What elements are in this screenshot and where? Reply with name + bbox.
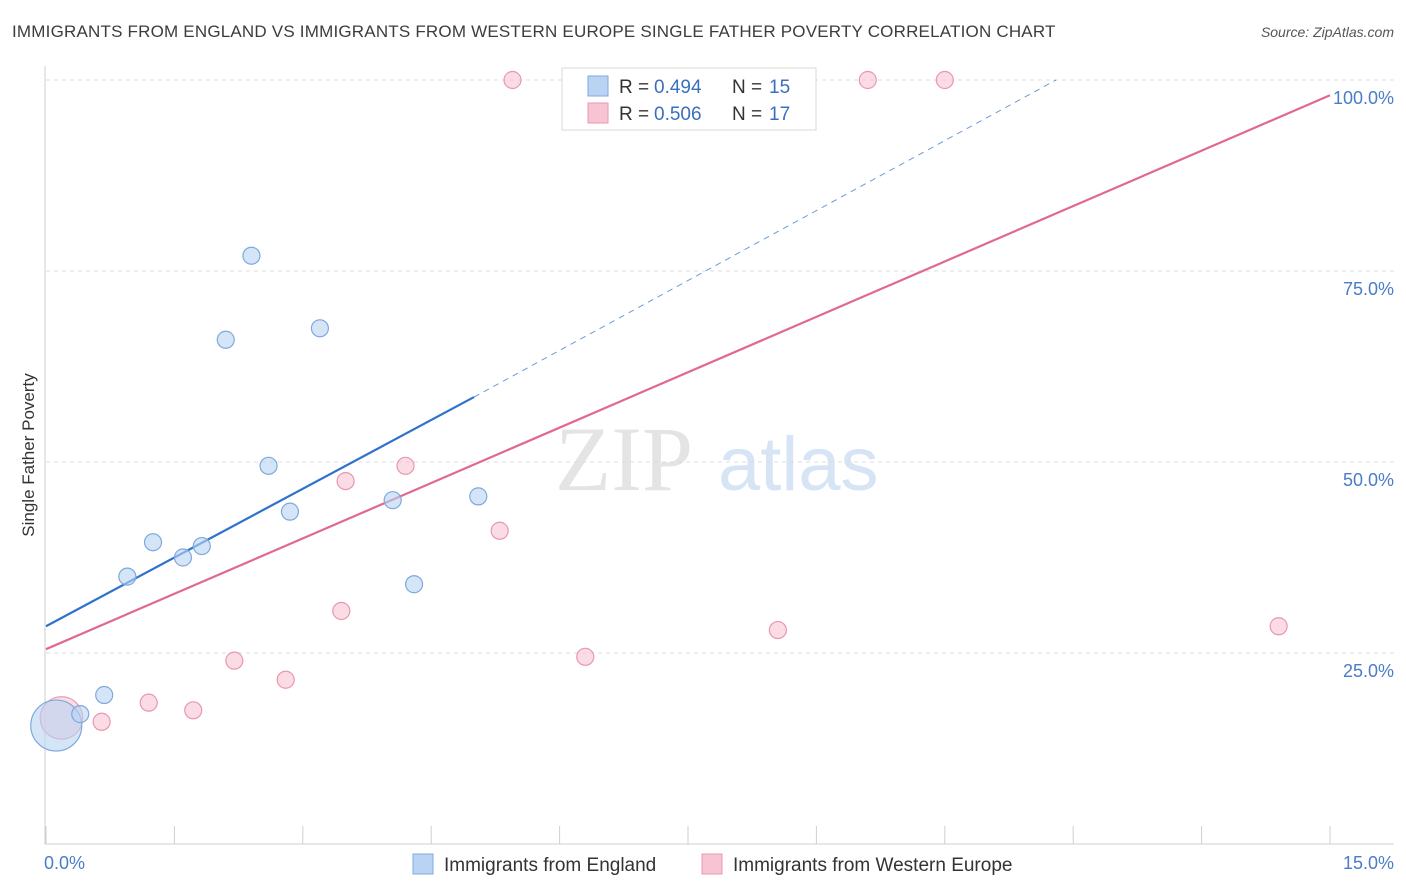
point-western-europe-3 <box>184 701 203 720</box>
correlation-legend: R = 0.494 N = 15 R = 0.506 N = 17 <box>561 67 817 131</box>
legend-england-r-value: 0.494 <box>654 77 702 98</box>
legend-western-swatch <box>587 102 609 124</box>
legend-western-n-label: N = <box>732 104 762 125</box>
bottom-legend-england-label: Immigrants from England <box>444 855 656 876</box>
point-western-europe-1 <box>92 712 111 731</box>
point-england-3 <box>118 567 137 586</box>
point-england-7 <box>216 330 235 349</box>
trend-line-england-extension <box>473 79 1057 398</box>
bottom-legend-western-swatch <box>701 853 723 875</box>
point-england-8 <box>242 246 261 265</box>
point-england-10 <box>280 502 300 521</box>
trend-line-england <box>45 396 475 628</box>
data-points <box>30 70 1288 752</box>
y-tick-label-25: 25.0% <box>1343 661 1394 681</box>
trend-lines <box>45 79 1331 651</box>
point-western-europe-6 <box>332 601 351 621</box>
point-western-europe-15 <box>935 70 954 90</box>
watermark-atlas: atlas <box>718 422 879 507</box>
point-england-11 <box>310 319 330 338</box>
legend-western-n-value: 17 <box>769 104 790 125</box>
trend-line-western-europe <box>45 94 1331 651</box>
y-tick-label-50: 50.0% <box>1343 470 1394 490</box>
legend-england-r-label: R = <box>619 77 649 98</box>
chart-title: IMMIGRANTS FROM ENGLAND VS IMMIGRANTS FR… <box>12 22 1056 41</box>
watermark-zip: ZIP <box>555 408 693 510</box>
point-england-4 <box>143 533 163 552</box>
point-england-1 <box>71 705 90 724</box>
legend-england-n-value: 15 <box>769 77 790 98</box>
point-england-2 <box>95 685 114 705</box>
point-western-europe-4 <box>225 651 244 670</box>
point-western-europe-14 <box>858 70 877 90</box>
point-western-europe-8 <box>396 456 415 475</box>
point-western-europe-12 <box>503 70 522 90</box>
gridlines <box>46 79 1394 654</box>
legend-western-r-value: 0.506 <box>654 104 702 125</box>
legend-england-swatch <box>587 75 609 97</box>
source-label: Source: ZipAtlas.com <box>1260 24 1394 40</box>
legend-western-r-label: R = <box>619 104 649 125</box>
y-tick-label-75: 75.0% <box>1343 279 1394 299</box>
point-england-13 <box>404 575 424 594</box>
legend-england-n-label: N = <box>732 77 762 98</box>
point-western-europe-7 <box>336 472 355 491</box>
point-western-europe-5 <box>276 670 295 689</box>
point-western-europe-16 <box>1269 617 1288 636</box>
point-england-12 <box>383 491 402 510</box>
point-western-europe-10 <box>576 647 595 666</box>
series-legend: Immigrants from England Immigrants from … <box>412 853 1012 876</box>
y-tick-label-100: 100.0% <box>1333 88 1394 108</box>
point-western-europe-9 <box>490 521 509 540</box>
point-england-14 <box>469 487 488 506</box>
x-tick-label-max: 15.0% <box>1343 853 1394 873</box>
point-england-6 <box>192 536 211 556</box>
point-england-5 <box>173 548 193 567</box>
y-axis-label: Single Father Poverty <box>19 373 38 537</box>
point-england-9 <box>259 456 278 475</box>
x-tick-label-min: 0.0% <box>44 853 85 873</box>
bottom-legend-western-label: Immigrants from Western Europe <box>733 855 1012 876</box>
point-england-0 <box>30 699 83 752</box>
point-western-europe-11 <box>768 620 787 640</box>
point-western-europe-2 <box>139 693 158 712</box>
bottom-legend-england-swatch <box>412 853 434 875</box>
